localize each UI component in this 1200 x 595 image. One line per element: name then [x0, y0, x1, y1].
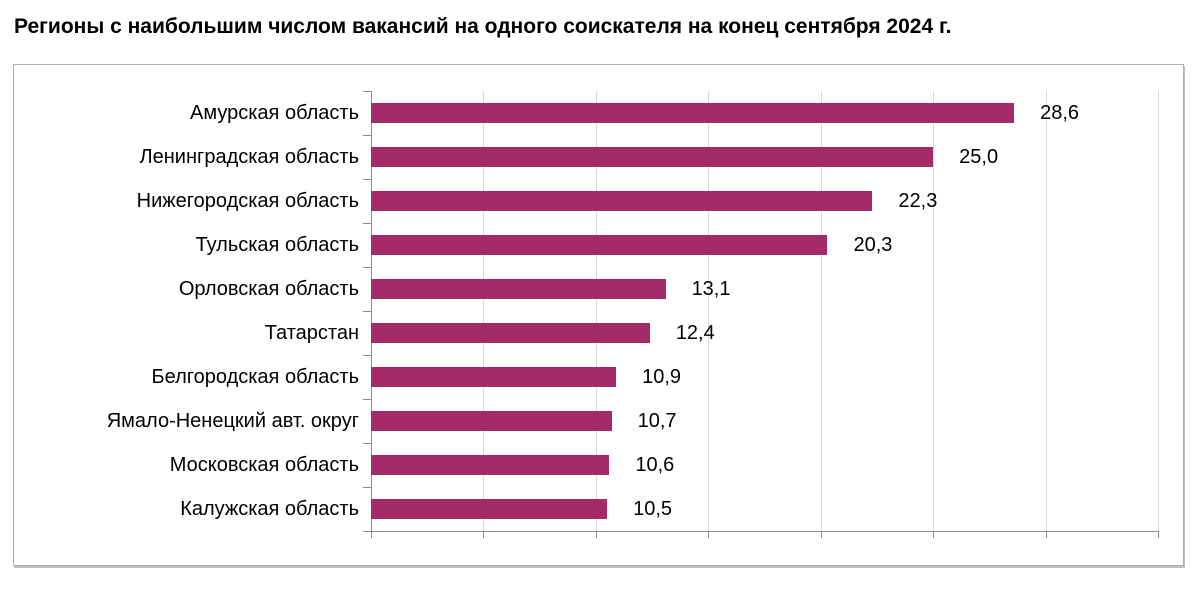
gridline — [820, 91, 822, 531]
x-axis-tick — [1158, 532, 1159, 538]
bar-row: 25,0 — [371, 135, 1158, 179]
category-label: Татарстан — [264, 322, 359, 344]
category-label: Калужская область — [180, 498, 359, 520]
x-axis-tick — [595, 532, 597, 538]
x-axis-tick — [483, 532, 485, 538]
bar — [371, 147, 934, 167]
bar — [371, 279, 666, 299]
gridline — [933, 91, 935, 531]
category-label: Московская область — [169, 454, 359, 476]
bar — [371, 499, 608, 519]
y-axis-line — [371, 91, 372, 532]
bar — [371, 235, 828, 255]
value-label: 12,4 — [675, 322, 715, 344]
value-label: 25,0 — [959, 146, 999, 168]
category-label: Ямало-Ненецкий авт. округ — [106, 410, 359, 432]
y-axis-tick — [363, 487, 371, 488]
bar — [371, 455, 610, 475]
value-label: 20,3 — [853, 234, 893, 256]
gridline — [1045, 91, 1047, 531]
category-label: Белгородская область — [151, 366, 359, 388]
value-label: 10,9 — [642, 366, 682, 388]
chart-box: Амурская область Ленинградская область Ниж… — [13, 64, 1184, 566]
category-label: Тульская область — [195, 234, 360, 256]
bar-row: 20,3 — [371, 223, 1158, 267]
x-axis-line — [371, 531, 1159, 532]
bar-row: 13,1 — [371, 267, 1158, 311]
gridline — [595, 91, 597, 531]
y-axis-tick — [363, 223, 371, 224]
value-label: 10,6 — [635, 454, 675, 476]
x-axis-tick — [371, 532, 372, 538]
bar — [371, 367, 617, 387]
y-axis-tick — [363, 531, 371, 532]
category-label: Орловская область — [178, 278, 359, 300]
y-axis-tick — [363, 267, 371, 268]
value-label: 22,3 — [898, 190, 938, 212]
y-axis-tick — [363, 443, 371, 444]
value-label: 28,6 — [1040, 102, 1080, 124]
bar-row: 28,6 — [371, 91, 1158, 135]
x-axis-tick — [1045, 532, 1047, 538]
bar-row: 10,6 — [371, 443, 1158, 487]
x-axis-tick — [708, 532, 710, 538]
category-label: Нижегородская область — [136, 190, 359, 212]
x-axis-tick — [933, 532, 935, 538]
category-label: Амурская область — [190, 102, 359, 124]
bar — [371, 323, 650, 343]
y-axis-tick — [363, 91, 371, 92]
category-labels: Амурская область Ленинградская область Ниж… — [14, 91, 359, 531]
bar-row: 12,4 — [371, 311, 1158, 355]
chart-title: Регионы с наибольшим числом вакансий на … — [14, 15, 952, 38]
y-axis-tick — [363, 135, 371, 136]
value-label: 10,5 — [633, 498, 673, 520]
y-axis-tick — [363, 311, 371, 312]
bar-row: 10,7 — [371, 399, 1158, 443]
bar — [371, 103, 1015, 123]
value-label: 10,7 — [637, 410, 677, 432]
bar-row: 10,5 — [371, 487, 1158, 531]
gridline — [1158, 91, 1159, 531]
bar-row: 10,9 — [371, 355, 1158, 399]
gridline — [483, 91, 485, 531]
plot-area: 28,6 25,0 22,3 20,3 13,1 12,4 10,9 10,7 10,6 10,5 — [371, 91, 1159, 531]
y-axis-tick — [363, 355, 371, 356]
bar — [371, 411, 612, 431]
value-label: 13,1 — [691, 278, 731, 300]
y-axis-tick — [363, 179, 371, 180]
y-axis-tick — [363, 399, 371, 400]
gridline — [708, 91, 710, 531]
category-label: Ленинградская область — [139, 146, 359, 168]
bar — [371, 191, 873, 211]
x-axis-tick — [820, 532, 822, 538]
bar-row: 22,3 — [371, 179, 1158, 223]
